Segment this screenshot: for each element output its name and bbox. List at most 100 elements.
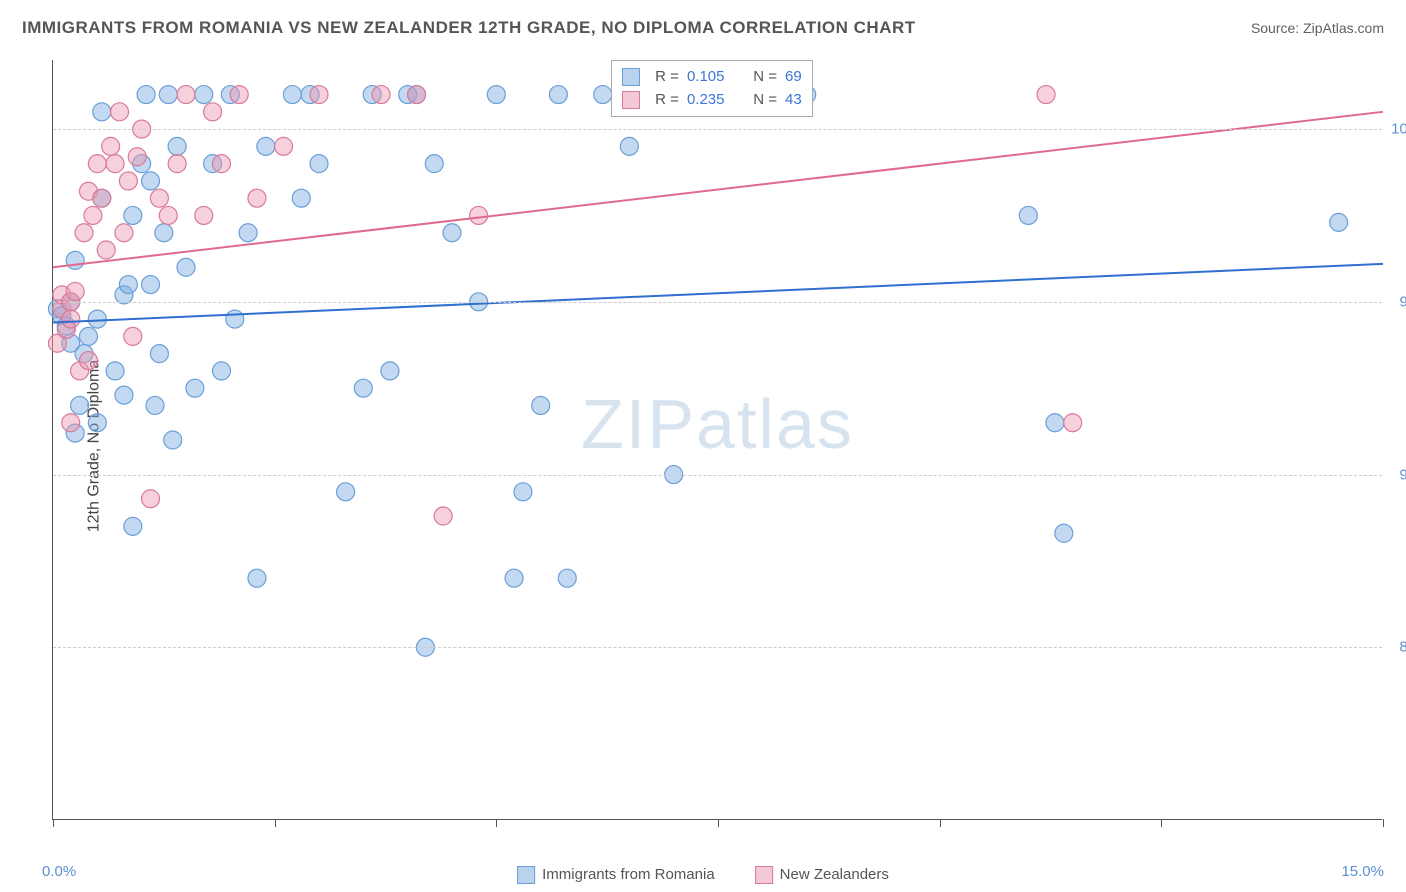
data-point: [195, 206, 213, 224]
data-point: [177, 258, 195, 276]
data-point: [115, 224, 133, 242]
legend-item: New Zealanders: [755, 866, 889, 884]
data-point: [248, 189, 266, 207]
data-point: [381, 362, 399, 380]
data-point: [514, 483, 532, 501]
legend-label: New Zealanders: [780, 866, 889, 883]
data-point: [292, 189, 310, 207]
legend-swatch: [622, 68, 640, 86]
data-point: [79, 327, 97, 345]
data-point: [505, 569, 523, 587]
data-point: [124, 327, 142, 345]
legend-item: Immigrants from Romania: [517, 866, 715, 884]
data-point: [142, 490, 160, 508]
x-tick: [718, 819, 719, 827]
x-tick: [496, 819, 497, 827]
data-point: [79, 352, 97, 370]
data-point: [159, 86, 177, 104]
y-tick-label: 90.0%: [1399, 466, 1406, 483]
data-point: [310, 155, 328, 173]
x-tick: [1383, 819, 1384, 827]
chart-header: IMMIGRANTS FROM ROMANIA VS NEW ZEALANDER…: [22, 18, 1384, 38]
data-point: [230, 86, 248, 104]
data-point: [97, 241, 115, 259]
legend-row: R = 0.105 N = 69: [622, 66, 802, 89]
x-tick: [53, 819, 54, 827]
data-point: [119, 276, 137, 294]
data-point: [177, 86, 195, 104]
trend-line: [53, 264, 1383, 323]
data-point: [239, 224, 257, 242]
y-tick-label: 95.0%: [1399, 293, 1406, 310]
data-point: [226, 310, 244, 328]
gridline-h: [53, 475, 1382, 476]
data-point: [146, 396, 164, 414]
data-point: [204, 103, 222, 121]
legend-r-value: 0.105: [687, 66, 737, 89]
data-point: [155, 224, 173, 242]
legend-r-label: R =: [655, 66, 679, 89]
data-point: [408, 86, 426, 104]
data-point: [558, 569, 576, 587]
legend-swatch: [755, 866, 773, 884]
legend-n-label: N =: [745, 66, 777, 89]
legend-row: R = 0.235 N = 43: [622, 89, 802, 112]
data-point: [124, 206, 142, 224]
data-point: [62, 414, 80, 432]
data-point: [283, 86, 301, 104]
data-point: [142, 172, 160, 190]
data-point: [75, 224, 93, 242]
data-point: [354, 379, 372, 397]
plot-area: ZIPatlas R = 0.105 N = 69R = 0.235 N = 4…: [52, 60, 1382, 820]
data-point: [88, 310, 106, 328]
y-tick-label: 100.0%: [1391, 121, 1406, 138]
data-point: [159, 206, 177, 224]
legend-label: Immigrants from Romania: [542, 866, 715, 883]
data-point: [66, 251, 84, 269]
data-point: [137, 86, 155, 104]
data-point: [337, 483, 355, 501]
x-axis-max-label: 15.0%: [1341, 863, 1384, 880]
data-point: [186, 379, 204, 397]
data-point: [1064, 414, 1082, 432]
data-point: [62, 310, 80, 328]
chart-svg: [53, 60, 1383, 820]
data-point: [124, 517, 142, 535]
chart-source: Source: ZipAtlas.com: [1251, 20, 1384, 36]
data-point: [443, 224, 461, 242]
data-point: [434, 507, 452, 525]
data-point: [106, 155, 124, 173]
gridline-h: [53, 129, 1382, 130]
gridline-h: [53, 302, 1382, 303]
legend-swatch: [517, 866, 535, 884]
data-point: [106, 362, 124, 380]
correlation-legend: R = 0.105 N = 69R = 0.235 N = 43: [611, 60, 813, 117]
chart-title: IMMIGRANTS FROM ROMANIA VS NEW ZEALANDER…: [22, 18, 916, 38]
data-point: [549, 86, 567, 104]
legend-r-label: R =: [655, 89, 679, 112]
data-point: [1019, 206, 1037, 224]
data-point: [1055, 524, 1073, 542]
data-point: [102, 137, 120, 155]
data-point: [212, 155, 230, 173]
data-point: [1046, 414, 1064, 432]
data-point: [168, 155, 186, 173]
data-point: [168, 137, 186, 155]
data-point: [71, 396, 89, 414]
legend-n-label: N =: [745, 89, 777, 112]
data-point: [93, 103, 111, 121]
x-axis-min-label: 0.0%: [42, 863, 76, 880]
legend-n-value: 43: [785, 89, 802, 112]
x-tick: [940, 819, 941, 827]
data-point: [620, 137, 638, 155]
data-point: [1037, 86, 1055, 104]
data-point: [115, 386, 133, 404]
chart-container: IMMIGRANTS FROM ROMANIA VS NEW ZEALANDER…: [0, 0, 1406, 892]
y-tick-label: 85.0%: [1399, 639, 1406, 656]
data-point: [142, 276, 160, 294]
data-point: [275, 137, 293, 155]
legend-swatch: [622, 91, 640, 109]
x-tick: [1161, 819, 1162, 827]
x-tick: [275, 819, 276, 827]
data-point: [310, 86, 328, 104]
